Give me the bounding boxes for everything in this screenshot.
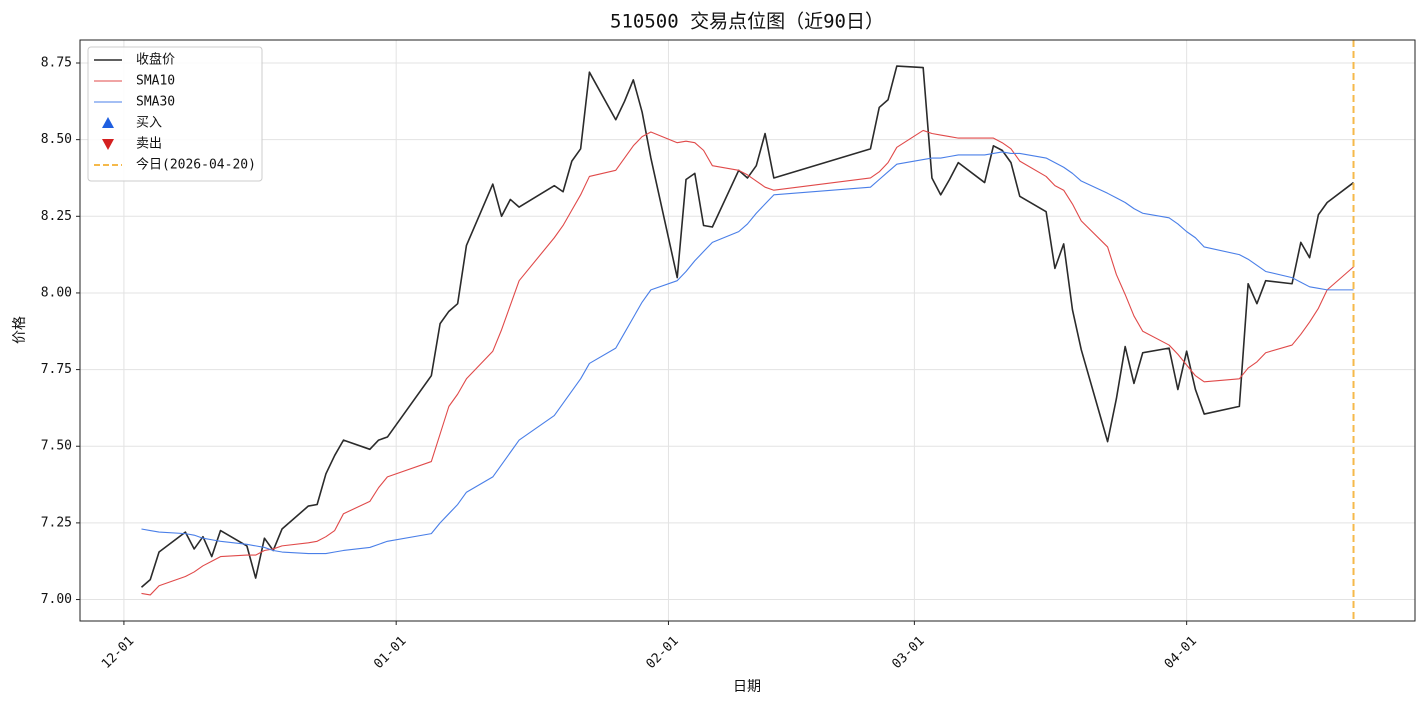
y-tick-label: 8.25: [41, 209, 72, 224]
series-line: [140, 65, 1355, 588]
legend-label: SMA10: [136, 74, 175, 89]
legend-marker: [102, 117, 114, 128]
legend-box: [87, 46, 263, 182]
series-line: [141, 129, 1354, 596]
y-tick-label: 7.00: [41, 592, 72, 607]
legend-label: 卖出: [136, 137, 162, 152]
legend-marker: [102, 139, 114, 150]
y-axis-label: 价格: [12, 316, 28, 344]
series-line: [141, 151, 1354, 555]
y-tick-label: 8.00: [41, 285, 72, 300]
legend-label: 今日(2026-04-20): [136, 157, 256, 173]
y-tick-label: 8.50: [41, 132, 72, 147]
y-tick-label: 7.50: [41, 439, 72, 454]
axes-frame: [79, 39, 1416, 622]
y-tick-label: 8.75: [41, 55, 72, 70]
legend-label: SMA30: [136, 95, 175, 110]
plot-area: [140, 40, 1355, 621]
x-axis-label: 日期: [733, 679, 761, 695]
legend-label: 收盘价: [136, 52, 175, 68]
y-tick-label: 7.75: [41, 362, 72, 377]
chart-title: 510500 交易点位图（近90日）: [610, 11, 884, 33]
legend-label: 买入: [136, 116, 162, 131]
y-tick-label: 7.25: [41, 515, 72, 530]
